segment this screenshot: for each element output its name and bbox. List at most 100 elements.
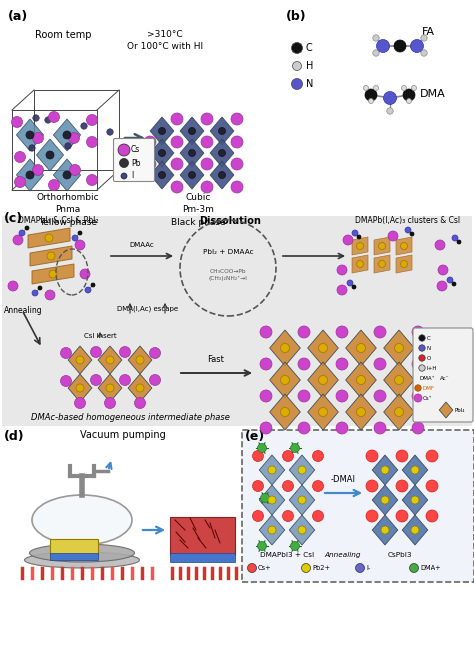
Circle shape <box>33 115 39 121</box>
Circle shape <box>381 526 389 534</box>
Circle shape <box>336 358 348 370</box>
Circle shape <box>49 270 57 278</box>
Ellipse shape <box>32 495 132 545</box>
Circle shape <box>401 86 407 91</box>
Polygon shape <box>289 515 315 545</box>
Polygon shape <box>98 346 122 374</box>
Text: Annealing: Annealing <box>325 552 361 558</box>
Circle shape <box>419 365 425 371</box>
Polygon shape <box>289 455 315 485</box>
Circle shape <box>352 285 356 289</box>
Circle shape <box>33 165 44 176</box>
Polygon shape <box>17 159 44 191</box>
Circle shape <box>292 62 301 71</box>
Circle shape <box>421 50 427 56</box>
Circle shape <box>171 113 183 125</box>
Circle shape <box>78 231 82 235</box>
Circle shape <box>410 564 419 572</box>
Circle shape <box>104 397 116 408</box>
Circle shape <box>438 265 448 275</box>
Circle shape <box>366 480 378 492</box>
Text: (d): (d) <box>4 430 25 443</box>
Circle shape <box>281 343 290 353</box>
Circle shape <box>11 117 22 128</box>
Circle shape <box>26 131 34 139</box>
Circle shape <box>201 158 213 170</box>
Circle shape <box>61 375 72 386</box>
Circle shape <box>106 356 114 364</box>
Circle shape <box>281 408 290 417</box>
Text: N: N <box>306 79 313 89</box>
Text: CsPbI3: CsPbI3 <box>388 552 412 558</box>
Circle shape <box>48 179 60 191</box>
Text: (e): (e) <box>245 430 265 443</box>
Circle shape <box>26 171 34 179</box>
Polygon shape <box>402 485 428 515</box>
Circle shape <box>86 174 98 185</box>
Circle shape <box>144 136 156 148</box>
Circle shape <box>381 466 389 474</box>
Polygon shape <box>150 139 174 167</box>
Polygon shape <box>352 255 368 273</box>
Text: PbI₄: PbI₄ <box>455 408 465 413</box>
Circle shape <box>260 358 272 370</box>
Circle shape <box>91 375 101 386</box>
Circle shape <box>69 132 80 143</box>
Circle shape <box>72 235 78 241</box>
Circle shape <box>257 443 266 452</box>
Circle shape <box>357 235 361 239</box>
Text: DMA(I,Ac) escape: DMA(I,Ac) escape <box>118 306 179 312</box>
Circle shape <box>419 355 425 361</box>
Circle shape <box>45 234 53 242</box>
Text: Pb: Pb <box>131 159 140 167</box>
Polygon shape <box>270 362 301 398</box>
Circle shape <box>33 132 44 143</box>
Circle shape <box>268 466 276 474</box>
Polygon shape <box>396 255 412 273</box>
Circle shape <box>379 260 385 268</box>
Circle shape <box>253 481 264 491</box>
Polygon shape <box>32 264 74 284</box>
Circle shape <box>426 480 438 492</box>
Circle shape <box>374 86 379 91</box>
Circle shape <box>119 159 128 167</box>
Circle shape <box>298 526 306 534</box>
Circle shape <box>75 240 85 250</box>
Circle shape <box>283 450 293 461</box>
Circle shape <box>364 86 368 91</box>
Circle shape <box>337 285 347 295</box>
Text: O: O <box>427 356 431 360</box>
Polygon shape <box>396 237 412 255</box>
Polygon shape <box>128 374 152 402</box>
Circle shape <box>419 345 425 351</box>
Circle shape <box>298 358 310 370</box>
Text: (a): (a) <box>8 10 28 23</box>
Text: DMAAc: DMAAc <box>129 242 155 248</box>
Circle shape <box>319 343 328 353</box>
Circle shape <box>119 375 130 386</box>
Circle shape <box>381 496 389 504</box>
Polygon shape <box>17 119 44 151</box>
Circle shape <box>74 397 85 408</box>
Circle shape <box>368 98 374 104</box>
Text: I+H: I+H <box>427 365 438 371</box>
Text: FA: FA <box>422 27 435 37</box>
Circle shape <box>29 145 35 151</box>
Polygon shape <box>352 237 368 255</box>
Polygon shape <box>346 362 376 398</box>
Text: I-: I- <box>366 565 370 571</box>
Circle shape <box>119 347 130 358</box>
Circle shape <box>312 481 323 491</box>
Circle shape <box>81 123 87 129</box>
Text: C: C <box>427 336 431 340</box>
Circle shape <box>63 131 71 139</box>
Circle shape <box>414 394 422 402</box>
Circle shape <box>396 480 408 492</box>
Text: I: I <box>131 172 133 181</box>
Circle shape <box>189 150 195 157</box>
Text: Orthorhombic
Pnma
Yellow phase: Orthorhombic Pnma Yellow phase <box>36 193 100 227</box>
Circle shape <box>86 137 98 148</box>
Circle shape <box>291 542 300 551</box>
Circle shape <box>410 40 423 52</box>
Polygon shape <box>259 485 285 515</box>
